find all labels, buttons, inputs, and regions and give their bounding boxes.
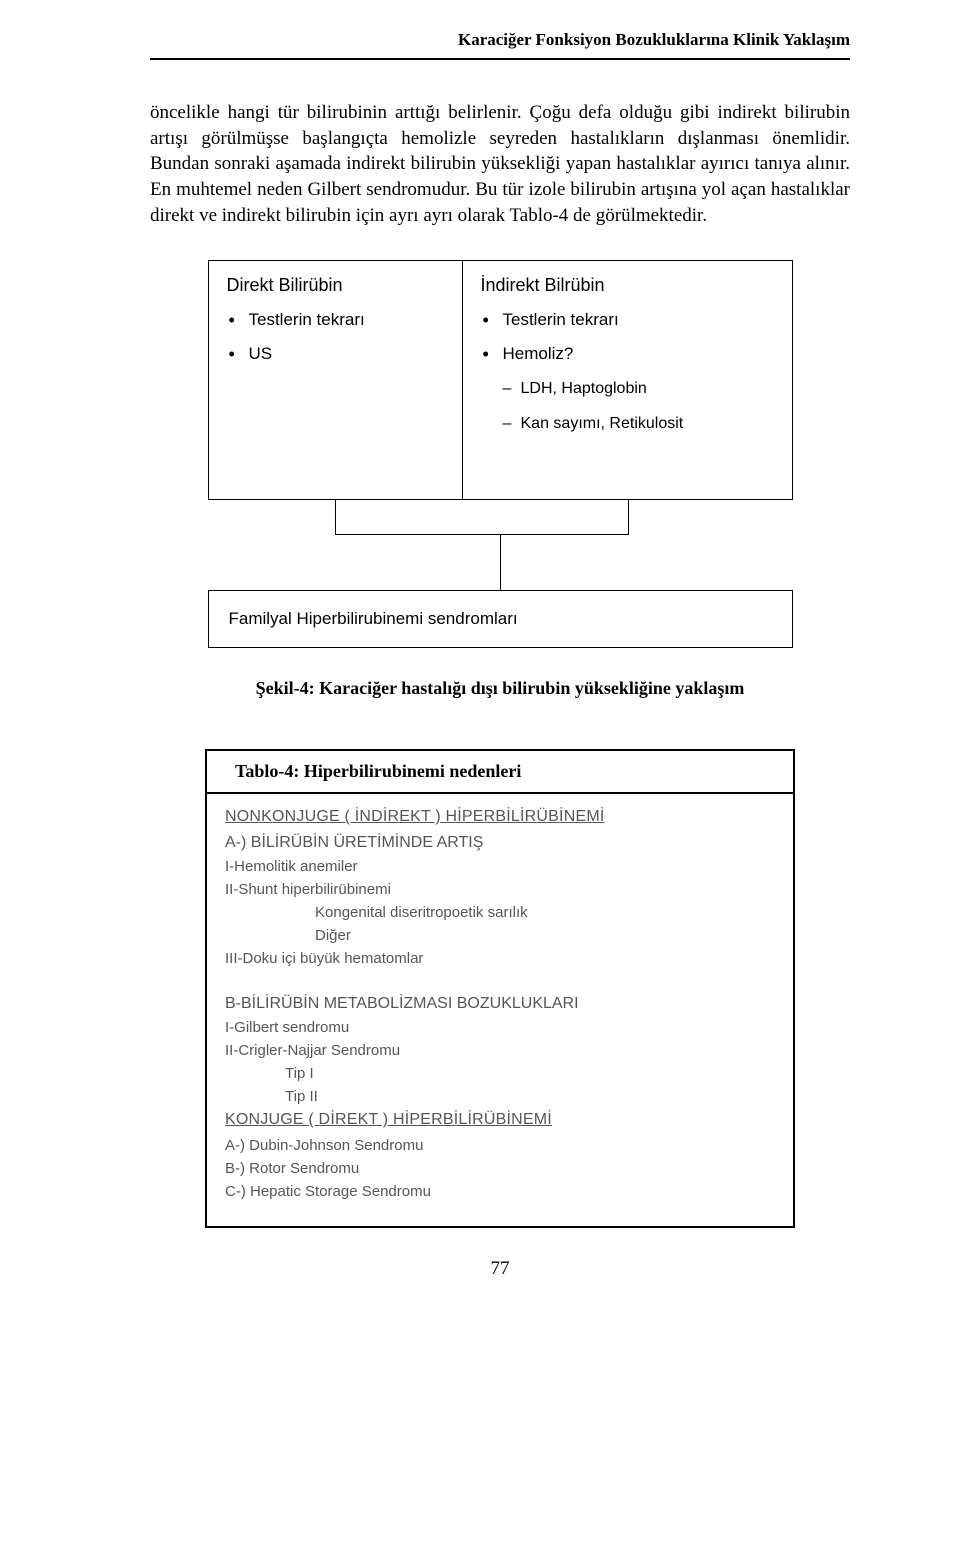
flow-connector [208, 500, 793, 590]
t4-section: B-BİLİRÜBİN METABOLİZMASI BOZUKLUKLARI [225, 995, 775, 1013]
table-4-body: NONKONJUGE ( İNDİREKT ) HİPERBİLİRÜBİNEM… [205, 792, 795, 1228]
t4-section: A-) BİLİRÜBİN ÜRETİMİNDE ARTIŞ [225, 834, 775, 852]
table-4-caption: Tablo-4: Hiperbilirubinemi nedenleri [205, 749, 795, 792]
list-item: Testlerin tekrarı [481, 310, 774, 330]
flow-box-direkt-title: Direkt Bilirübin [227, 275, 444, 296]
indirekt-sublist: LDH, Haptoglobin Kan sayımı, Retikulosit [481, 378, 774, 435]
t4-line: I-Hemolitik anemiler [225, 858, 775, 875]
t4-spacer [225, 973, 775, 987]
t4-line: B-) Rotor Sendromu [225, 1160, 775, 1177]
figure-caption: Şekil-4: Karaciğer hastalığı dışı biliru… [150, 678, 850, 699]
t4-line: A-) Dubin-Johnson Sendromu [225, 1137, 775, 1154]
list-item: Testlerin tekrarı [227, 310, 444, 330]
indirekt-list: Testlerin tekrarı Hemoliz? [481, 310, 774, 364]
t4-line: I-Gilbert sendromu [225, 1019, 775, 1036]
list-item: Kan sayımı, Retikulosit [481, 413, 774, 435]
t4-subline: Kongenital diseritropoetik sarılık [315, 904, 775, 921]
t4-line: C-) Hepatic Storage Sendromu [225, 1183, 775, 1200]
t4-subline: Tip II [285, 1088, 775, 1105]
t4-line: III-Doku içi büyük hematomlar [225, 950, 775, 967]
flow-top-row: Direkt Bilirübin Testlerin tekrarı US İn… [208, 260, 793, 500]
t4-subline: Diğer [315, 927, 775, 944]
connector-line [335, 500, 336, 534]
flow-box-indirekt: İndirekt Bilrübin Testlerin tekrarı Hemo… [463, 260, 793, 500]
connector-line [628, 500, 629, 534]
t4-heading: KONJUGE ( DİREKT ) HİPERBİLİRÜBİNEMİ [225, 1111, 775, 1129]
list-item: LDH, Haptoglobin [481, 378, 774, 400]
connector-line [500, 534, 501, 590]
table-4: Tablo-4: Hiperbilirubinemi nedenleri NON… [205, 749, 795, 1228]
direkt-list: Testlerin tekrarı US [227, 310, 444, 364]
flow-box-indirekt-title: İndirekt Bilrübin [481, 275, 774, 296]
flow-box-direkt: Direkt Bilirübin Testlerin tekrarı US [208, 260, 463, 500]
page-header: Karaciğer Fonksiyon Bozukluklarına Klini… [150, 30, 850, 50]
t4-heading: NONKONJUGE ( İNDİREKT ) HİPERBİLİRÜBİNEM… [225, 808, 775, 826]
flowchart: Direkt Bilirübin Testlerin tekrarı US İn… [208, 260, 793, 648]
connector-line [335, 534, 629, 535]
t4-line: II-Shunt hiperbilirübinemi [225, 881, 775, 898]
list-item: US [227, 344, 444, 364]
body-paragraph: öncelikle hangi tür bilirubinin arttığı … [150, 100, 850, 228]
t4-subline: Tip I [285, 1065, 775, 1082]
header-divider [150, 58, 850, 60]
t4-line: II-Crigler-Najjar Sendromu [225, 1042, 775, 1059]
page-number: 77 [150, 1258, 850, 1280]
flow-box-bottom: Familyal Hiperbilirubinemi sendromları [208, 590, 793, 648]
list-item: Hemoliz? [481, 344, 774, 364]
